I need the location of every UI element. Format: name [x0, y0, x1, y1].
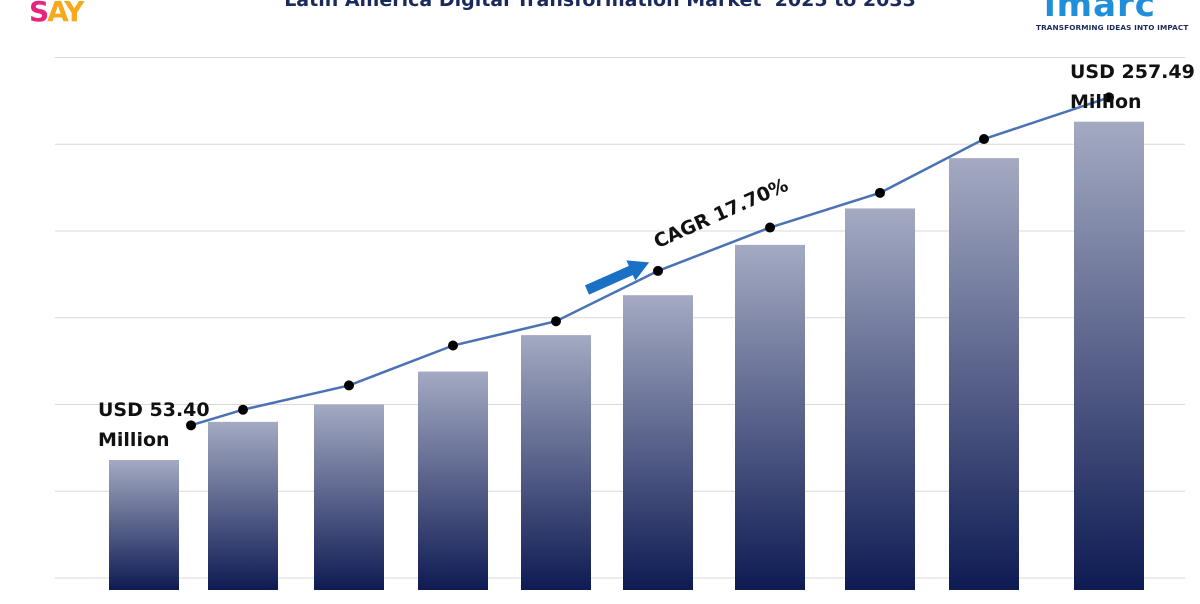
- trend-point-7: [765, 222, 775, 233]
- imarc-logo-word: imarc: [1044, 0, 1156, 25]
- imarc-logo: imarc TRANSFORMING IDEAS INTO IMPACT: [1036, 0, 1196, 32]
- trend-point-4: [448, 340, 458, 351]
- bar-5: [521, 335, 591, 590]
- trend-point-5: [551, 316, 561, 327]
- chart-title: Latin America Digital Transformation Mar…: [284, 0, 916, 11]
- bar-8: [845, 208, 915, 590]
- say-logo: SAY: [29, 0, 84, 28]
- bar-2: [208, 421, 278, 590]
- imarc-logo-tagline: TRANSFORMING IDEAS INTO IMPACT: [1036, 23, 1189, 32]
- bar-10: [1074, 121, 1144, 590]
- end-value-annotation: USD 257.49 Million: [1070, 61, 1195, 113]
- bar-6: [623, 295, 693, 590]
- trend-point-2: [238, 404, 248, 415]
- bar-7: [735, 244, 805, 590]
- trend-point-6: [653, 265, 663, 276]
- trend-point-3: [344, 380, 354, 391]
- cagr-arrow-shaft: [584, 265, 635, 295]
- trend-point-1: [186, 420, 196, 431]
- cagr-arrow-icon: [584, 260, 650, 295]
- trend-line: [190, 96, 1110, 427]
- trend-point-10: [1104, 92, 1114, 103]
- bar-9: [949, 158, 1019, 590]
- bar-3: [314, 404, 384, 590]
- start-value-annotation: USD 53.40 Million: [98, 399, 210, 451]
- bar-1: [109, 460, 179, 590]
- bar-4: [418, 371, 488, 590]
- cagr-arrow-head: [626, 260, 650, 281]
- trend-point-9: [979, 134, 989, 145]
- trend-point-8: [875, 187, 885, 198]
